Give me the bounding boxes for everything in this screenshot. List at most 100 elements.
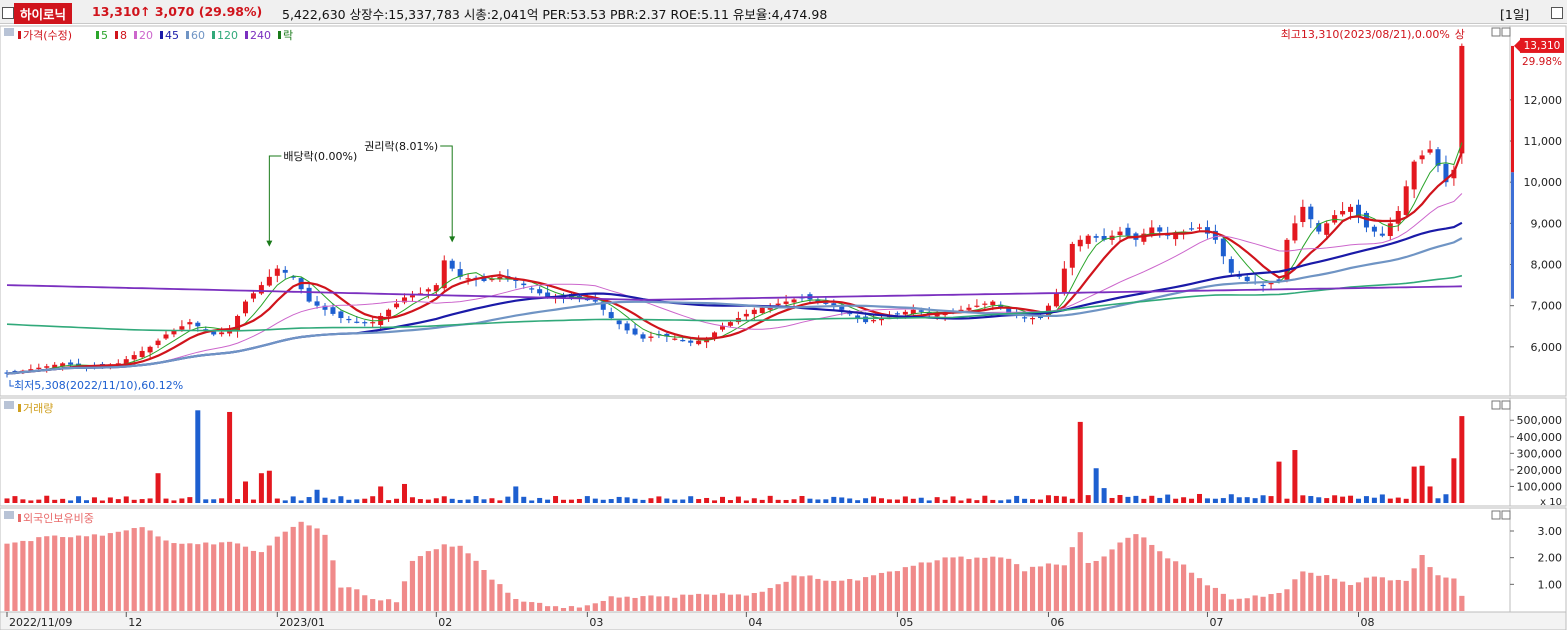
foreign-bar-12[interactable] (99, 535, 105, 611)
candle-169[interactable] (1348, 206, 1354, 212)
candle-19[interactable] (155, 340, 161, 346)
volume-bar-159[interactable] (1268, 496, 1274, 503)
volume-bar-98[interactable] (783, 499, 789, 503)
candle-87[interactable] (696, 340, 702, 345)
foreign-bar-135[interactable] (1077, 532, 1083, 611)
volume-bar-56[interactable] (449, 498, 455, 503)
volume-bar-65[interactable] (521, 496, 527, 503)
volume-bar-25[interactable] (203, 499, 209, 503)
candle-78[interactable] (624, 323, 630, 331)
candle-114[interactable] (910, 309, 916, 315)
candle-29[interactable] (235, 315, 241, 332)
foreign-bar-61[interactable] (489, 579, 495, 611)
panel-restore-icon[interactable] (1491, 510, 1501, 520)
candle-21[interactable] (171, 330, 177, 335)
candle-166[interactable] (1324, 223, 1330, 235)
candle-180[interactable] (1435, 149, 1441, 166)
foreign-bar-88[interactable] (704, 594, 710, 611)
candle-118[interactable] (942, 313, 948, 316)
volume-bar-0[interactable] (4, 498, 10, 503)
candle-84[interactable] (672, 338, 678, 340)
foreign-bar-147[interactable] (1173, 561, 1179, 611)
foreign-bar-95[interactable] (759, 591, 765, 611)
volume-bar-9[interactable] (76, 496, 82, 503)
foreign-bar-123[interactable] (982, 557, 988, 611)
candle-132[interactable] (1053, 293, 1059, 307)
candle-50[interactable] (402, 297, 407, 303)
foreign-bar-125[interactable] (998, 557, 1004, 611)
candle-123[interactable] (982, 303, 988, 305)
volume-bar-11[interactable] (91, 497, 97, 503)
candle-131[interactable] (1045, 305, 1051, 316)
foreign-bar-182[interactable] (1451, 578, 1457, 611)
volume-bar-79[interactable] (632, 498, 638, 503)
candle-61[interactable] (489, 278, 495, 281)
candle-90[interactable] (720, 326, 725, 330)
foreign-bar-173[interactable] (1379, 577, 1385, 611)
foreign-bar-149[interactable] (1188, 572, 1195, 611)
volume-bar-44[interactable] (354, 499, 360, 503)
foreign-bar-114[interactable] (910, 565, 916, 611)
volume-bar-173[interactable] (1379, 494, 1385, 503)
volume-bar-123[interactable] (982, 495, 988, 503)
foreign-bar-40[interactable] (322, 534, 328, 611)
candle-152[interactable] (1212, 230, 1218, 240)
candle-48[interactable] (386, 309, 392, 317)
foreign-bar-124[interactable] (990, 556, 996, 611)
foreign-bar-109[interactable] (870, 575, 877, 611)
foreign-bar-158[interactable] (1260, 596, 1266, 611)
volume-bar-40[interactable] (322, 497, 328, 503)
volume-bar-151[interactable] (1204, 498, 1210, 503)
foreign-bar-49[interactable] (393, 602, 400, 611)
foreign-bar-63[interactable] (505, 592, 511, 611)
foreign-bar-27[interactable] (219, 542, 225, 611)
foreign-bar-97[interactable] (775, 584, 781, 611)
candle-36[interactable] (290, 276, 296, 278)
volume-bar-51[interactable] (409, 497, 415, 503)
volume-bar-21[interactable] (171, 500, 177, 503)
volume-bar-5[interactable] (44, 495, 50, 503)
candle-109[interactable] (871, 320, 877, 322)
candle-81[interactable] (648, 336, 654, 338)
panel-restore-icon[interactable] (1491, 27, 1501, 37)
foreign-bar-31[interactable] (250, 550, 257, 611)
volume-bar-83[interactable] (664, 498, 670, 503)
candle-60[interactable] (481, 276, 487, 281)
volume-bar-161[interactable] (1284, 498, 1290, 503)
foreign-bar-106[interactable] (847, 578, 853, 611)
volume-bar-128[interactable] (1022, 498, 1028, 503)
volume-bar-133[interactable] (1061, 496, 1067, 503)
foreign-bar-23[interactable] (187, 543, 193, 611)
candle-163[interactable] (1300, 206, 1306, 223)
foreign-bar-180[interactable] (1435, 575, 1441, 611)
volume-bar-146[interactable] (1165, 494, 1171, 503)
foreign-bar-101[interactable] (807, 575, 813, 611)
foreign-bar-150[interactable] (1196, 578, 1203, 611)
candle-45[interactable] (362, 322, 368, 324)
foreign-bar-66[interactable] (529, 602, 535, 611)
candle-159[interactable] (1268, 283, 1274, 285)
candle-86[interactable] (688, 340, 694, 343)
candle-141[interactable] (1125, 227, 1131, 236)
candle-44[interactable] (354, 321, 360, 323)
foreign-bar-139[interactable] (1109, 549, 1115, 611)
volume-bar-131[interactable] (1045, 495, 1051, 503)
volume-bar-10[interactable] (84, 500, 89, 503)
volume-bar-49[interactable] (394, 498, 400, 503)
foreign-bar-32[interactable] (258, 552, 264, 611)
foreign-bar-174[interactable] (1387, 580, 1393, 611)
volume-bar-181[interactable] (1443, 494, 1449, 503)
foreign-bar-35[interactable] (282, 531, 288, 611)
volume-bar-180[interactable] (1435, 498, 1441, 503)
candle-91[interactable] (727, 322, 733, 326)
foreign-bar-163[interactable] (1300, 571, 1306, 611)
volume-bar-2[interactable] (20, 499, 26, 503)
candle-67[interactable] (537, 289, 543, 294)
volume-bar-87[interactable] (696, 499, 702, 503)
panel-close-icon[interactable] (1501, 400, 1511, 410)
foreign-bar-102[interactable] (815, 578, 821, 611)
volume-bar-112[interactable] (894, 499, 900, 503)
candle-108[interactable] (863, 316, 869, 323)
volume-bar-142[interactable] (1133, 495, 1139, 503)
foreign-bar-90[interactable] (719, 593, 726, 611)
